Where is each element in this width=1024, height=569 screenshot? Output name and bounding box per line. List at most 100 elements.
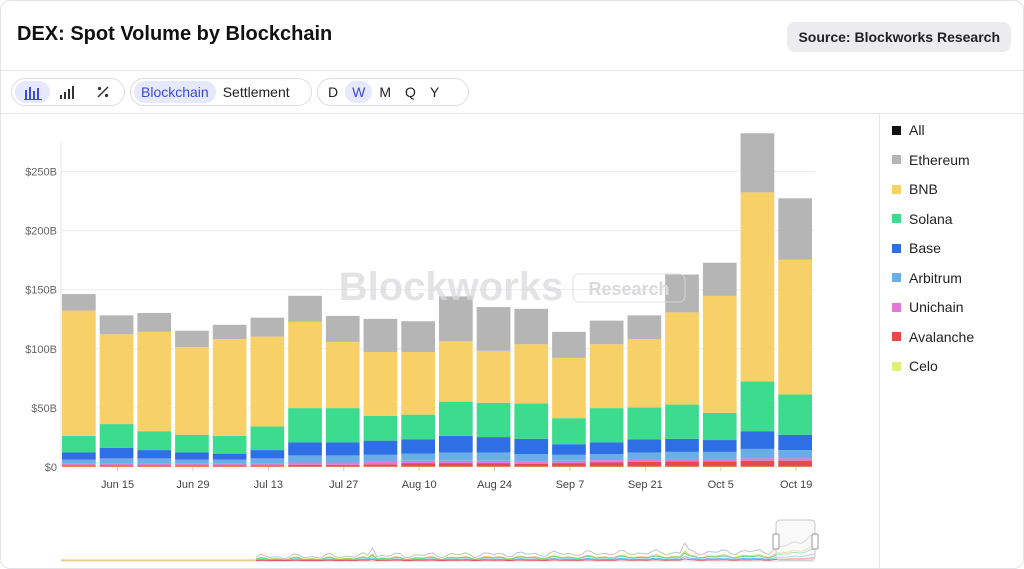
bar-stack[interactable] (552, 331, 586, 467)
bar-segment[interactable] (552, 460, 586, 464)
bar-stack[interactable] (476, 307, 511, 467)
bar-segment[interactable] (702, 451, 737, 459)
bar-segment[interactable] (325, 464, 360, 467)
bar-segment[interactable] (288, 295, 322, 322)
bar-segment[interactable] (401, 321, 435, 352)
bar-segment[interactable] (250, 426, 285, 451)
bar-segment[interactable] (401, 439, 435, 454)
bar-segment[interactable] (439, 401, 473, 436)
bar-segment[interactable] (627, 315, 662, 339)
bar-segment[interactable] (401, 463, 435, 467)
legend-item[interactable]: Unichain (892, 299, 963, 315)
bar-segment[interactable] (62, 465, 96, 467)
bar-segment[interactable] (137, 450, 172, 459)
bar-segment[interactable] (288, 455, 322, 463)
bar-segment[interactable] (99, 463, 134, 466)
percent-button[interactable] (86, 81, 121, 103)
bar-segment[interactable] (514, 308, 549, 345)
bar-segment[interactable] (778, 458, 812, 461)
bar-stack[interactable] (665, 274, 699, 467)
bar-segment[interactable] (401, 460, 435, 464)
bar-segment[interactable] (137, 465, 172, 467)
bar-segment[interactable] (99, 465, 134, 467)
bar-segment[interactable] (212, 463, 247, 466)
bar-segment[interactable] (476, 307, 511, 351)
bar-segment[interactable] (589, 442, 624, 455)
bar-segment[interactable] (363, 464, 398, 467)
legend-item[interactable]: BNB (892, 181, 938, 197)
stacked-bars-button[interactable] (50, 81, 85, 103)
bar-stack[interactable] (778, 198, 812, 467)
bar-segment[interactable] (778, 450, 812, 459)
source-button[interactable]: Source: Blockworks Research (787, 22, 1011, 52)
bar-segment[interactable] (778, 198, 812, 260)
bar-segment[interactable] (288, 408, 322, 443)
bar-segment[interactable] (325, 315, 360, 342)
bar-segment[interactable] (514, 438, 549, 455)
bar-segment[interactable] (363, 440, 398, 455)
interval-d[interactable]: D (328, 84, 339, 100)
bar-segment[interactable] (175, 465, 209, 467)
bar-segment[interactable] (212, 324, 247, 339)
bar-segment[interactable] (552, 331, 586, 358)
bar-stack[interactable] (627, 315, 662, 467)
bar-segment[interactable] (476, 402, 511, 438)
bar-segment[interactable] (552, 463, 586, 467)
bar-segment[interactable] (476, 460, 511, 464)
bar-segment[interactable] (401, 414, 435, 440)
legend-item[interactable]: All (892, 122, 925, 138)
bar-segment[interactable] (778, 394, 812, 435)
legend-item[interactable]: Solana (892, 211, 953, 227)
bar-segment[interactable] (627, 452, 662, 460)
bar-segment[interactable] (363, 454, 398, 462)
bar-segment[interactable] (212, 453, 247, 460)
bar-segment[interactable] (476, 452, 511, 461)
bar-segment[interactable] (552, 444, 586, 455)
bar-segment[interactable] (740, 133, 775, 193)
bar-segment[interactable] (137, 463, 172, 466)
bar-segment[interactable] (288, 321, 322, 409)
legend-item[interactable]: Avalanche (892, 329, 974, 345)
bar-stack[interactable] (175, 330, 209, 467)
bar-segment[interactable] (99, 315, 134, 335)
legend-item[interactable]: Celo (892, 358, 938, 374)
bar-segment[interactable] (476, 350, 511, 403)
navigator-handle[interactable] (772, 533, 780, 550)
bar-stack[interactable] (288, 295, 322, 467)
bar-segment[interactable] (175, 347, 209, 435)
bar-segment[interactable] (439, 460, 473, 464)
bar-stack[interactable] (439, 296, 473, 467)
bar-segment[interactable] (250, 450, 285, 459)
bar-segment[interactable] (325, 408, 360, 443)
bar-segment[interactable] (363, 461, 398, 465)
navigator-handle[interactable] (811, 533, 819, 550)
bar-segment[interactable] (627, 459, 662, 462)
bar-segment[interactable] (99, 458, 134, 464)
bar-segment[interactable] (175, 452, 209, 460)
bar-stack[interactable] (702, 262, 737, 467)
legend-item[interactable]: Arbitrum (892, 270, 962, 286)
interval-m[interactable]: M (379, 84, 392, 100)
bar-stack[interactable] (212, 324, 247, 467)
bar-segment[interactable] (175, 330, 209, 348)
bar-segment[interactable] (325, 455, 360, 463)
bar-segment[interactable] (288, 462, 322, 465)
bar-segment[interactable] (589, 454, 624, 461)
legend-item[interactable]: Ethereum (892, 152, 970, 168)
bar-segment[interactable] (552, 357, 586, 419)
bar-segment[interactable] (363, 318, 398, 352)
bar-segment[interactable] (137, 431, 172, 451)
bar-segment[interactable] (702, 461, 737, 467)
legend-item[interactable]: Base (892, 240, 941, 256)
bar-segment[interactable] (212, 435, 247, 454)
bar-segment[interactable] (175, 434, 209, 453)
bar-segment[interactable] (439, 341, 473, 402)
bar-segment[interactable] (439, 296, 473, 342)
bar-segment[interactable] (665, 274, 699, 313)
bar-segment[interactable] (702, 262, 737, 296)
bar-segment[interactable] (137, 331, 172, 432)
bar-segment[interactable] (401, 453, 435, 461)
bar-segment[interactable] (665, 312, 699, 405)
bar-segment[interactable] (702, 458, 737, 462)
bar-segment[interactable] (175, 463, 209, 466)
